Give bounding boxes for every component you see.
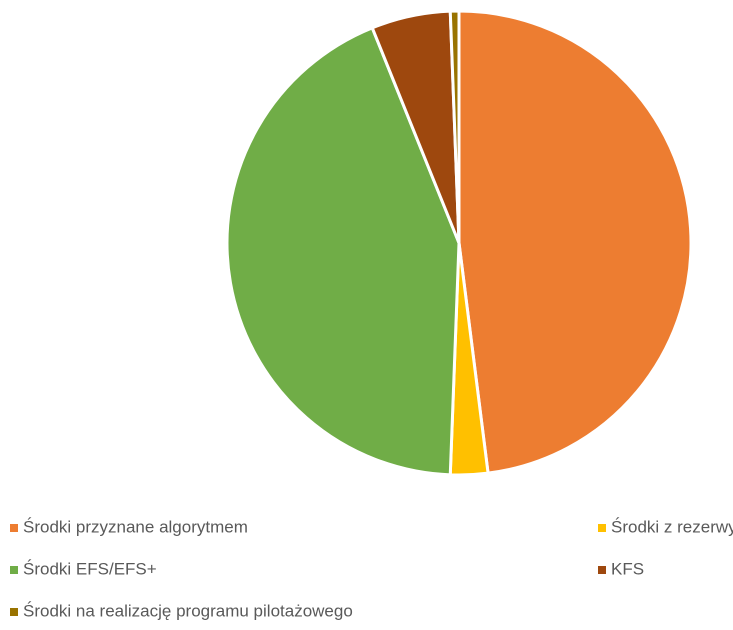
- legend-swatch: [10, 524, 18, 532]
- legend-label: Środki na realizację programu pilotażowe…: [23, 601, 353, 620]
- legend-label: Środki z rezerwy Ministra: [611, 517, 733, 536]
- legend-swatch: [10, 566, 18, 574]
- legend-label: Środki EFS/EFS+: [23, 559, 157, 578]
- legend-label: Środki przyznane algorytmem: [23, 517, 248, 536]
- legend-label: KFS: [611, 559, 644, 578]
- legend-swatch: [598, 524, 606, 532]
- pie-slice: [225, 25, 461, 477]
- pie-slice: [457, 9, 693, 475]
- legend-swatch: [10, 608, 18, 616]
- pie-slice: [448, 9, 461, 244]
- legend-swatch: [598, 566, 606, 574]
